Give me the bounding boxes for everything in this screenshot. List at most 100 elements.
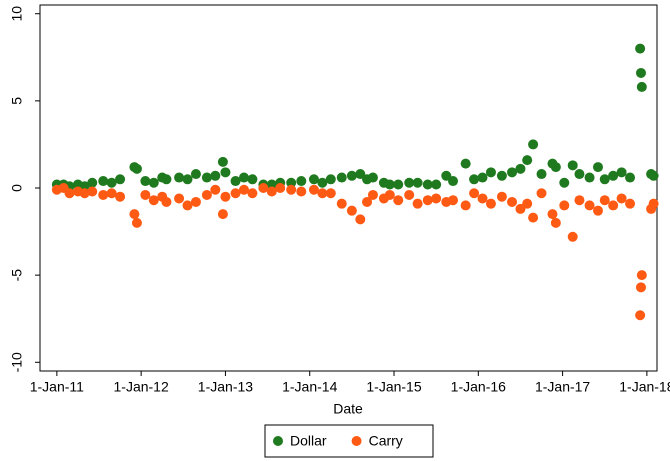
point: [441, 170, 452, 181]
point: [608, 170, 619, 181]
point: [635, 282, 646, 293]
point: [346, 170, 357, 181]
point: [355, 214, 366, 225]
point: [148, 195, 159, 206]
y-tick-label: 5: [9, 97, 25, 105]
point: [404, 189, 415, 200]
point: [131, 217, 142, 228]
legend-box: [264, 424, 434, 458]
point: [190, 169, 201, 180]
plot-frame: [39, 4, 658, 372]
point: [317, 177, 328, 188]
point: [431, 179, 442, 190]
point: [574, 195, 585, 206]
point: [608, 200, 619, 211]
point: [161, 174, 172, 185]
y-tick-label: 10: [9, 6, 25, 22]
point: [485, 198, 496, 209]
point: [336, 172, 347, 183]
legend-marker: [351, 436, 362, 446]
point: [574, 169, 585, 180]
point: [636, 270, 647, 281]
point: [547, 209, 558, 220]
point: [515, 163, 526, 174]
point: [148, 177, 159, 188]
point: [412, 177, 423, 188]
point: [98, 189, 109, 200]
point: [384, 189, 395, 200]
point: [625, 198, 636, 209]
point: [635, 43, 646, 54]
point: [247, 174, 258, 185]
point: [238, 172, 249, 183]
point: [182, 200, 193, 211]
point: [336, 198, 347, 209]
point: [201, 172, 212, 183]
y-tick-label: -10: [9, 352, 25, 372]
point: [79, 181, 90, 192]
point: [64, 188, 75, 199]
point: [87, 186, 98, 197]
point: [404, 177, 415, 188]
point: [616, 193, 627, 204]
point: [367, 189, 378, 200]
legend-label: Dollar: [290, 433, 327, 449]
point: [528, 212, 539, 223]
x-tick-label: 1-Jan-12: [114, 379, 169, 395]
point: [522, 155, 533, 166]
point: [496, 170, 507, 181]
point: [362, 196, 373, 207]
point: [217, 156, 228, 167]
point: [296, 176, 307, 187]
point: [182, 174, 193, 185]
point: [129, 209, 140, 220]
x-tick-label: 1-Jan-11: [30, 379, 84, 395]
x-tick-label: 1-Jan-14: [282, 379, 337, 395]
point: [507, 196, 518, 207]
point: [496, 191, 507, 202]
point: [161, 196, 172, 207]
point: [384, 179, 395, 190]
point: [355, 169, 366, 180]
x-axis-title: Date: [333, 401, 363, 417]
point: [106, 177, 117, 188]
point: [247, 188, 258, 199]
point: [412, 198, 423, 209]
point: [140, 189, 151, 200]
x-tick-label: 1-Jan-18: [619, 379, 670, 395]
point: [599, 195, 610, 206]
point: [507, 167, 518, 178]
point: [210, 170, 221, 181]
point: [522, 198, 533, 209]
point: [448, 176, 459, 187]
point: [635, 67, 646, 78]
point: [115, 174, 126, 185]
point: [636, 81, 647, 92]
point: [528, 139, 539, 150]
point: [584, 200, 595, 211]
point: [592, 205, 603, 216]
point: [592, 162, 603, 173]
point: [275, 183, 286, 193]
point: [485, 167, 496, 178]
point: [296, 186, 307, 197]
point: [393, 195, 404, 206]
point: [220, 191, 231, 202]
point: [515, 203, 526, 214]
point: [98, 176, 109, 187]
point: [477, 193, 488, 204]
point: [599, 174, 610, 185]
point: [79, 188, 90, 199]
point: [469, 174, 480, 185]
point: [325, 188, 336, 199]
point: [422, 195, 433, 206]
point: [87, 177, 98, 188]
point: [106, 188, 117, 199]
point: [625, 172, 636, 183]
point: [174, 172, 185, 183]
point: [266, 179, 277, 190]
point: [567, 231, 578, 242]
point: [131, 163, 142, 174]
point: [477, 172, 488, 183]
point: [536, 188, 547, 199]
